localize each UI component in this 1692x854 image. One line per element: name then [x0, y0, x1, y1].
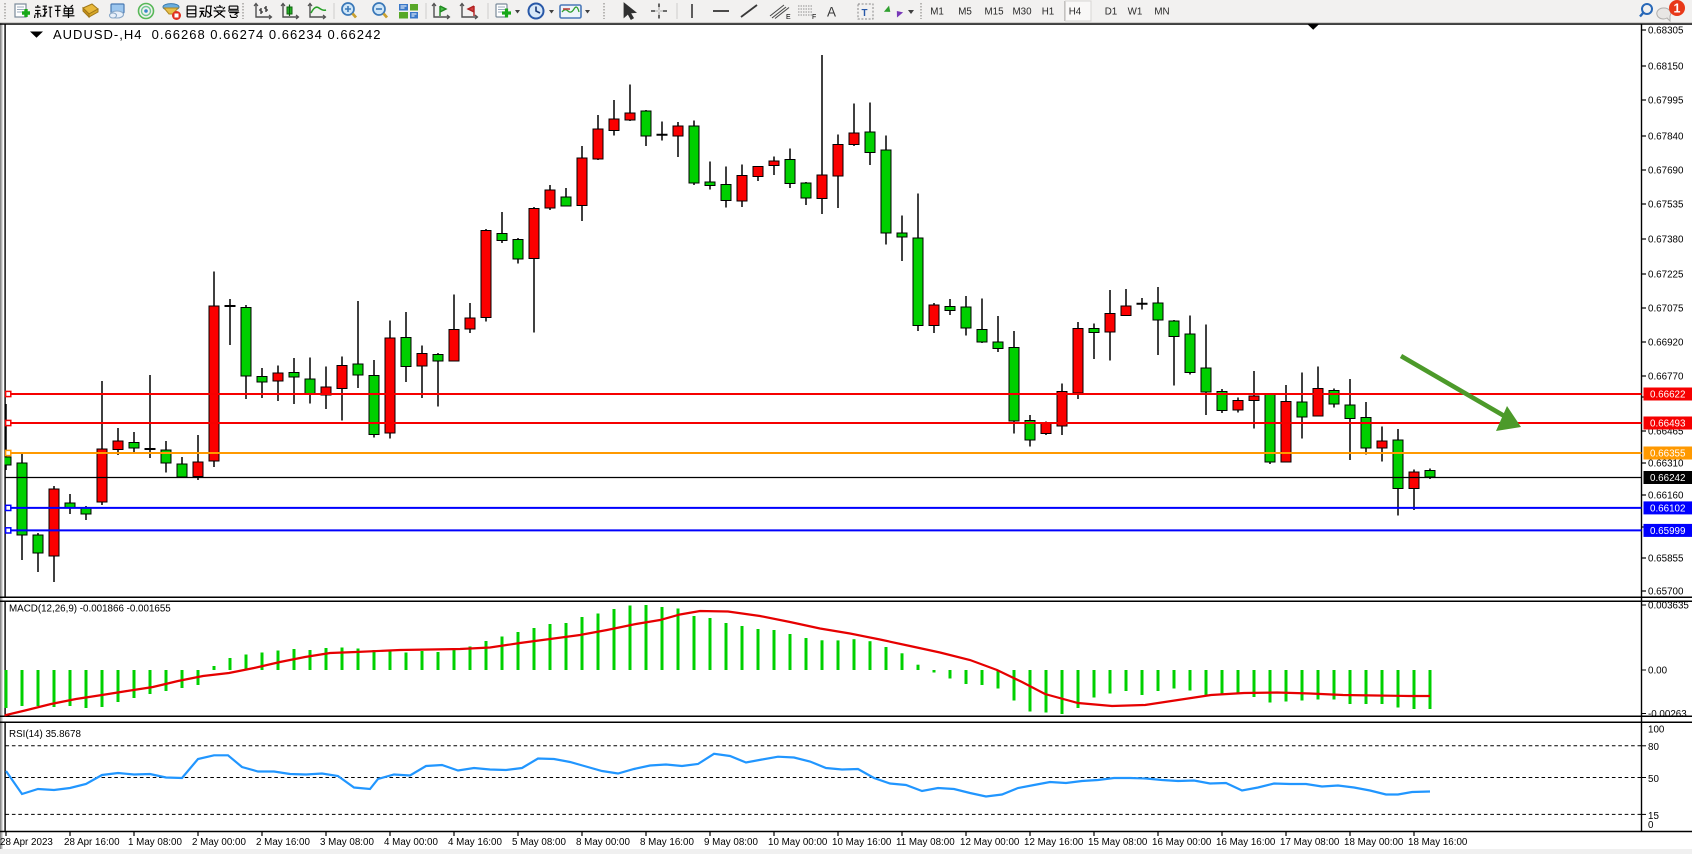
svg-text:0.65999: 0.65999	[1650, 526, 1685, 537]
svg-text:18 May 16:00: 18 May 16:00	[1408, 837, 1468, 848]
svg-text:0.67840: 0.67840	[1648, 132, 1684, 143]
svg-text:0.67380: 0.67380	[1648, 235, 1684, 246]
svg-text:0.67535: 0.67535	[1648, 200, 1684, 211]
svg-text:1: 1	[1674, 2, 1681, 16]
svg-text:16 May 00:00: 16 May 00:00	[1152, 837, 1212, 848]
svg-text:15: 15	[1648, 811, 1659, 822]
svg-text:0.66622: 0.66622	[1650, 390, 1685, 401]
svg-text:-0.00263: -0.00263	[1648, 709, 1687, 720]
svg-text:80: 80	[1648, 742, 1659, 753]
svg-text:M1: M1	[930, 7, 944, 18]
svg-text:AUDUSD-,H4 0.66268 0.66274 0.: AUDUSD-,H4 0.66268 0.66274 0.66234 0.662…	[53, 27, 381, 42]
svg-text:0.65855: 0.65855	[1648, 554, 1684, 565]
svg-text:H4: H4	[1069, 7, 1082, 18]
svg-text:0.66465: 0.66465	[1648, 427, 1684, 438]
svg-text:15 May 08:00: 15 May 08:00	[1088, 837, 1148, 848]
svg-text:5 May 08:00: 5 May 08:00	[512, 837, 566, 848]
svg-text:28 Apr 16:00: 28 Apr 16:00	[64, 837, 120, 848]
svg-text:0.66160: 0.66160	[1648, 491, 1684, 502]
svg-text:0.67690: 0.67690	[1648, 166, 1684, 177]
svg-text:28 Apr 2023: 28 Apr 2023	[0, 837, 53, 848]
svg-text:18 May 00:00: 18 May 00:00	[1344, 837, 1404, 848]
svg-text:9 May 08:00: 9 May 08:00	[704, 837, 758, 848]
svg-text:0.66770: 0.66770	[1648, 372, 1684, 383]
svg-text:M5: M5	[958, 7, 972, 18]
svg-text:M30: M30	[1012, 7, 1032, 18]
svg-text:0.68150: 0.68150	[1648, 62, 1684, 73]
svg-text:H1: H1	[1042, 7, 1055, 18]
svg-text:0.66102: 0.66102	[1650, 504, 1685, 515]
svg-text:A: A	[827, 5, 836, 20]
svg-text:4 May 16:00: 4 May 16:00	[448, 837, 502, 848]
svg-text:0.65700: 0.65700	[1648, 587, 1684, 598]
svg-text:2 May 16:00: 2 May 16:00	[256, 837, 310, 848]
svg-text:0.67995: 0.67995	[1648, 96, 1684, 107]
svg-text:MACD(12,26,9) -0.001866 -0.001: MACD(12,26,9) -0.001866 -0.001655	[9, 604, 171, 615]
svg-text:D1: D1	[1105, 7, 1118, 18]
svg-text:0.66242: 0.66242	[1650, 473, 1685, 484]
svg-text:10 May 00:00: 10 May 00:00	[768, 837, 828, 848]
svg-text:2 May 00:00: 2 May 00:00	[192, 837, 246, 848]
svg-text:0.66493: 0.66493	[1650, 419, 1686, 430]
svg-text:4 May 00:00: 4 May 00:00	[384, 837, 438, 848]
svg-text:16 May 16:00: 16 May 16:00	[1216, 837, 1276, 848]
svg-text:12 May 16:00: 12 May 16:00	[1024, 837, 1084, 848]
svg-text:0.66310: 0.66310	[1648, 459, 1684, 470]
svg-text:17 May 08:00: 17 May 08:00	[1280, 837, 1340, 848]
svg-text:8 May 00:00: 8 May 00:00	[576, 837, 630, 848]
svg-text:0: 0	[1648, 820, 1654, 831]
svg-text:8 May 16:00: 8 May 16:00	[640, 837, 694, 848]
svg-text:M15: M15	[984, 7, 1004, 18]
svg-text:W1: W1	[1128, 7, 1143, 18]
svg-text:100: 100	[1648, 725, 1665, 736]
svg-text:11 May 08:00: 11 May 08:00	[896, 837, 955, 848]
svg-text:E: E	[786, 14, 791, 21]
svg-text:RSI(14) 35.8678: RSI(14) 35.8678	[9, 729, 81, 740]
svg-text:50: 50	[1648, 774, 1659, 785]
svg-text:T: T	[862, 8, 868, 19]
svg-text:12 May 00:00: 12 May 00:00	[960, 837, 1020, 848]
svg-text:0.67225: 0.67225	[1648, 270, 1684, 281]
svg-text:0.67075: 0.67075	[1648, 304, 1684, 315]
svg-text:0.66920: 0.66920	[1648, 338, 1684, 349]
svg-text:0.003635: 0.003635	[1648, 601, 1689, 612]
svg-text:10 May 16:00: 10 May 16:00	[832, 837, 892, 848]
svg-text:0.00: 0.00	[1648, 666, 1668, 677]
svg-text:0.66355: 0.66355	[1650, 449, 1686, 460]
svg-text:1 May 08:00: 1 May 08:00	[128, 837, 182, 848]
svg-text:0.68305: 0.68305	[1648, 26, 1684, 37]
svg-text:3 May 08:00: 3 May 08:00	[320, 837, 374, 848]
svg-text:F: F	[812, 14, 816, 21]
svg-text:MN: MN	[1154, 7, 1169, 18]
